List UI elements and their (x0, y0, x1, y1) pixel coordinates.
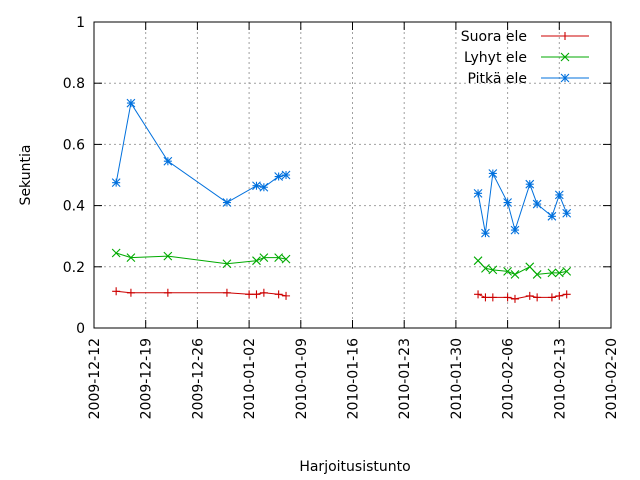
data-point (473, 256, 483, 266)
data-point (222, 288, 231, 297)
series-2 (111, 248, 572, 279)
x-tick-label: 2010-02-06 (501, 338, 517, 419)
x-tick-label: 2009-12-12 (87, 338, 103, 419)
data-point (547, 211, 557, 221)
legend-label: Pitkä ele (467, 71, 527, 87)
data-point (259, 182, 269, 192)
data-point (252, 181, 261, 191)
series-1 (112, 287, 571, 303)
grid-lines (94, 22, 611, 328)
y-tick-label: 0.8 (63, 76, 85, 92)
data-point (562, 208, 572, 218)
data-point (547, 268, 557, 278)
x-tick-label: 2010-01-02 (242, 338, 258, 419)
data-point (547, 293, 556, 302)
data-point (533, 293, 542, 302)
data-point (525, 262, 535, 272)
y-axis-label: Sekuntia (18, 145, 34, 206)
x-tick-label: 2010-01-09 (294, 338, 310, 419)
series-line (116, 252, 287, 265)
data-point (259, 253, 269, 263)
data-point (503, 293, 512, 302)
data-point (473, 188, 483, 198)
data-point (554, 268, 564, 278)
data-point (510, 270, 520, 279)
data-point (163, 251, 173, 261)
data-point (222, 259, 232, 269)
legend-marker (560, 73, 570, 83)
legend-label: Lyhyt ele (464, 50, 527, 66)
y-tick-label: 0.4 (63, 199, 85, 215)
series-layer (111, 98, 572, 303)
data-point (111, 178, 121, 188)
data-point (488, 293, 497, 302)
x-tick-label: 2010-02-20 (604, 338, 620, 419)
series-line (477, 293, 567, 300)
data-point (126, 98, 136, 108)
x-axis-ticks: 2009-12-12 2009-12-19 2009-12-26 2010-01-02… (87, 22, 620, 419)
data-point (481, 293, 490, 302)
y-tick-label: 0.2 (63, 260, 85, 276)
legend-marker (560, 52, 570, 62)
data-point (245, 290, 254, 299)
data-point (222, 198, 232, 207)
x-tick-label: 2009-12-19 (139, 338, 155, 419)
data-point (525, 179, 535, 189)
data-point (163, 156, 173, 166)
data-point (163, 288, 172, 297)
data-point (562, 267, 572, 276)
data-point (532, 270, 542, 279)
x-tick-label: 2010-01-23 (397, 338, 413, 419)
data-point (488, 169, 498, 178)
data-point (503, 198, 512, 207)
series-line (477, 171, 568, 234)
data-point (474, 290, 483, 299)
data-point (554, 190, 564, 200)
data-point (503, 267, 512, 276)
data-point (252, 290, 261, 299)
data-point (274, 172, 284, 181)
data-point (282, 291, 291, 300)
data-point (112, 287, 121, 296)
data-point (111, 248, 121, 258)
series-line (116, 290, 287, 297)
x-tick-label: 2010-01-16 (346, 338, 362, 419)
y-tick-label: 0 (76, 321, 85, 337)
x-tick-label: 2010-02-13 (552, 338, 568, 419)
x-axis-label: Harjoitusistunto (299, 459, 410, 475)
data-point (510, 225, 520, 235)
data-point (525, 291, 534, 300)
data-point (281, 170, 291, 180)
series-line (477, 260, 567, 275)
series-3 (111, 98, 572, 238)
data-point (532, 199, 542, 209)
legend-marker (561, 32, 569, 40)
x-tick-label: 2010-01-30 (449, 338, 465, 419)
data-point (274, 253, 284, 263)
data-point (510, 294, 519, 303)
data-point (281, 254, 291, 264)
data-point (274, 290, 283, 299)
data-point (252, 256, 261, 266)
data-point (126, 288, 135, 297)
data-point (259, 288, 268, 297)
data-point (555, 291, 564, 300)
data-point (126, 253, 136, 263)
y-tick-label: 1 (76, 15, 85, 31)
y-axis-ticks: 0 0.2 0.4 0.6 0.8 1 (63, 15, 611, 337)
data-point (481, 263, 490, 273)
legend: Suora ele Lyhyt ele Pitkä ele (461, 29, 589, 87)
data-point (481, 228, 490, 238)
y-tick-label: 0.6 (63, 137, 85, 153)
data-point (562, 290, 571, 299)
legend-label: Suora ele (461, 29, 527, 45)
data-point (488, 265, 498, 275)
x-tick-label: 2009-12-26 (190, 338, 206, 419)
